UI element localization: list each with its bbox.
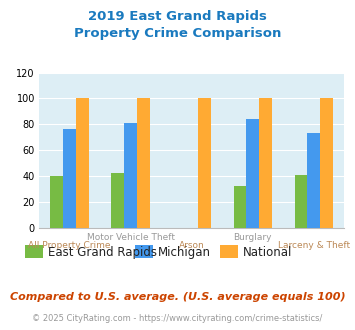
Bar [76,98,89,228]
Bar [234,186,246,228]
Bar [295,175,307,228]
Text: Michigan: Michigan [158,246,211,259]
Bar [320,98,333,228]
Text: Burglary: Burglary [234,233,272,242]
Text: Arson: Arson [179,241,204,250]
Text: National: National [243,246,293,259]
Bar [63,129,76,228]
Text: East Grand Rapids: East Grand Rapids [48,246,157,259]
Bar [307,133,320,228]
Text: Larceny & Theft: Larceny & Theft [278,241,350,250]
Text: Motor Vehicle Theft: Motor Vehicle Theft [87,233,175,242]
Bar [259,98,272,228]
Text: Compared to U.S. average. (U.S. average equals 100): Compared to U.S. average. (U.S. average … [10,292,345,302]
Text: 2019 East Grand Rapids
Property Crime Comparison: 2019 East Grand Rapids Property Crime Co… [74,10,281,40]
Bar [198,98,211,228]
Text: All Property Crime: All Property Crime [28,241,111,250]
Bar [50,176,63,228]
Bar [246,119,259,228]
Text: © 2025 CityRating.com - https://www.cityrating.com/crime-statistics/: © 2025 CityRating.com - https://www.city… [32,314,323,323]
Bar [111,174,124,228]
Bar [124,123,137,228]
Bar [137,98,150,228]
